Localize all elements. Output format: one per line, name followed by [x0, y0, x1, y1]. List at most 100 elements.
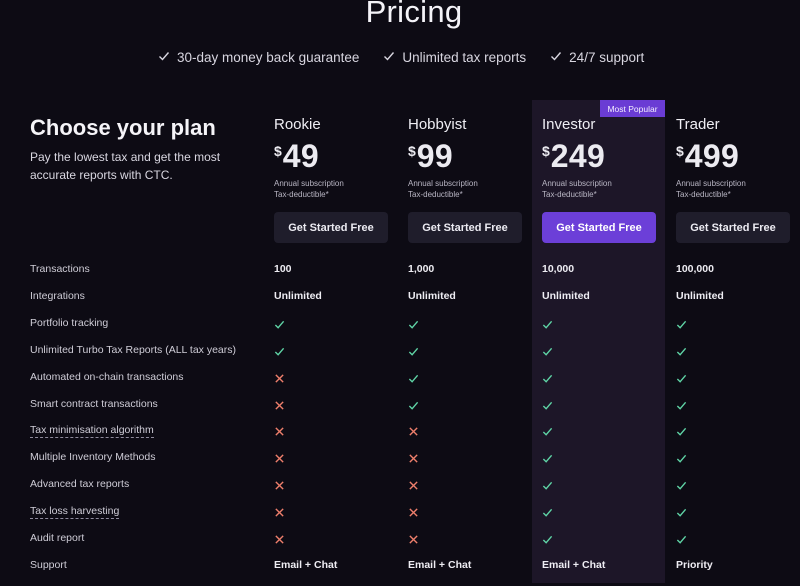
feature-value: 100,000 — [676, 263, 714, 275]
feature-value: 10,000 — [542, 263, 575, 275]
check-icon — [676, 480, 687, 494]
check-icon — [676, 319, 687, 333]
feature-row: Automated on-chain transactions — [0, 371, 800, 398]
plan-note: Annual subscription Tax-deductible* — [408, 179, 536, 200]
plan-note: Annual subscription Tax-deductible* — [676, 179, 800, 200]
cross-icon — [274, 400, 285, 414]
plan-price: $ 99 — [408, 139, 536, 175]
plan-name: Hobbyist — [408, 116, 467, 133]
page-title: Pricing — [365, 0, 463, 29]
plan-subtitle: Pay the lowest tax and get the most accu… — [30, 150, 221, 182]
check-icon — [274, 346, 285, 360]
feature-row: Multiple Inventory Methods — [0, 451, 800, 478]
feature-row: Audit report — [0, 532, 800, 559]
guarantee-label: 30-day money back guarantee — [177, 50, 360, 65]
cross-icon — [408, 480, 419, 494]
feature-row: Portfolio tracking — [0, 317, 800, 344]
feature-row: Advanced tax reports — [0, 478, 800, 505]
plan-note-line: Tax-deductible* — [676, 189, 731, 199]
currency-symbol: $ — [676, 143, 684, 159]
plan-note: Annual subscription Tax-deductible* — [274, 179, 402, 200]
price-amount: 499 — [684, 138, 740, 174]
check-icon — [408, 373, 419, 387]
check-icon — [676, 426, 687, 440]
feature-row: Tax minimisation algorithm — [0, 424, 800, 451]
plan-note-line: Annual subscription — [676, 179, 746, 188]
guarantee-list: 30-day money back guarantee Unlimited ta… — [158, 50, 644, 65]
check-icon — [542, 373, 553, 387]
cross-icon — [408, 507, 419, 521]
currency-symbol: $ — [408, 143, 416, 159]
guarantee-item: 24/7 support — [550, 50, 644, 65]
plan-note-line: Tax-deductible* — [408, 189, 463, 199]
plan-investor: Investor $ 249 Annual subscription Tax-d… — [542, 116, 670, 200]
feature-value: Email + Chat — [408, 558, 472, 571]
check-icon — [542, 319, 553, 333]
check-icon — [542, 346, 553, 360]
plan-price: $ 49 — [274, 139, 402, 175]
get-started-hobbyist-button[interactable]: Get Started Free — [408, 212, 522, 243]
cross-icon — [408, 534, 419, 548]
feature-label[interactable]: Tax loss harvesting — [30, 505, 120, 520]
feature-row: Support Email + Chat Email + Chat Email + C… — [0, 559, 800, 586]
cross-icon — [274, 426, 285, 440]
plan-note-line: Annual subscription — [274, 179, 344, 188]
check-icon — [542, 480, 553, 494]
plan-rookie: Rookie $ 49 Annual subscription Tax-dedu… — [274, 116, 402, 200]
feature-label: Portfolio tracking — [30, 316, 109, 329]
check-icon — [408, 346, 419, 360]
get-started-investor-button[interactable]: Get Started Free — [542, 212, 656, 243]
feature-label: Smart contract transactions — [30, 397, 158, 410]
feature-row: Integrations Unlimited Unlimited Unlimited U… — [0, 290, 800, 317]
cross-icon — [274, 453, 285, 467]
check-icon — [542, 453, 553, 467]
check-icon — [676, 400, 687, 414]
feature-value: 100 — [274, 263, 292, 275]
cross-icon — [274, 534, 285, 548]
plan-name: Rookie — [274, 116, 321, 133]
cross-icon — [274, 507, 285, 521]
feature-label: Advanced tax reports — [30, 478, 130, 491]
guarantee-label: Unlimited tax reports — [402, 50, 527, 65]
cross-icon — [408, 426, 419, 440]
check-icon — [408, 400, 419, 414]
feature-row: Transactions 100 1,000 10,000 100,000 — [0, 263, 800, 290]
feature-value: Unlimited — [676, 289, 724, 302]
feature-label: Transactions — [30, 263, 90, 275]
feature-row: Smart contract transactions — [0, 398, 800, 425]
feature-label: Audit report — [30, 532, 85, 544]
plan-note-line: Tax-deductible* — [542, 189, 597, 199]
currency-symbol: $ — [542, 143, 550, 159]
price-amount: 49 — [282, 138, 319, 174]
guarantee-label: 24/7 support — [569, 50, 645, 65]
guarantee-item: Unlimited tax reports — [383, 50, 526, 65]
guarantee-item: 30-day money back guarantee — [158, 50, 359, 65]
feature-label: Automated on-chain transactions — [30, 370, 184, 383]
plan-price: $ 249 — [542, 139, 670, 175]
check-icon — [676, 507, 687, 521]
get-started-rookie-button[interactable]: Get Started Free — [274, 212, 388, 243]
feature-label[interactable]: Tax minimisation algorithm — [30, 424, 154, 439]
plan-hobbyist: Hobbyist $ 99 Annual subscription Tax-de… — [408, 116, 536, 200]
check-icon — [542, 507, 553, 521]
check-icon — [676, 373, 687, 387]
feature-value: Email + Chat — [542, 558, 606, 571]
feature-label: Multiple Inventory Methods — [30, 451, 156, 464]
check-icon — [158, 50, 170, 65]
plan-note-line: Annual subscription — [542, 179, 612, 188]
most-popular-badge: Most Popular — [600, 100, 665, 117]
plan-price: $ 499 — [676, 139, 800, 175]
get-started-trader-button[interactable]: Get Started Free — [676, 212, 790, 243]
currency-symbol: $ — [274, 143, 282, 159]
check-icon — [383, 50, 395, 65]
plan-name: Trader — [676, 116, 720, 133]
check-icon — [676, 453, 687, 467]
plan-note-line: Tax-deductible* — [274, 189, 329, 199]
check-icon — [542, 400, 553, 414]
check-icon — [274, 319, 285, 333]
feature-value: 1,000 — [408, 263, 435, 275]
feature-value: Unlimited — [542, 289, 590, 302]
plan-name: Investor — [542, 116, 596, 133]
plan-note-line: Annual subscription — [408, 179, 478, 188]
check-icon — [676, 534, 687, 548]
